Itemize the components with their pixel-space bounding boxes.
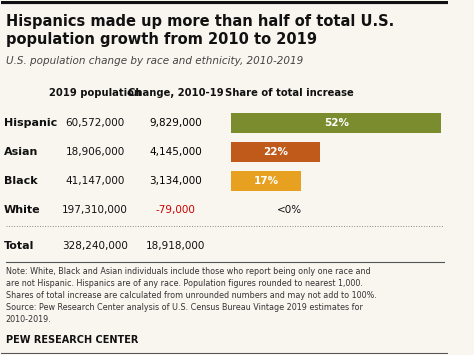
Text: White: White bbox=[4, 205, 40, 215]
FancyBboxPatch shape bbox=[231, 142, 319, 162]
Text: 197,310,000: 197,310,000 bbox=[62, 205, 128, 215]
Text: 9,829,000: 9,829,000 bbox=[149, 118, 202, 128]
Text: 60,572,000: 60,572,000 bbox=[65, 118, 125, 128]
Text: PEW RESEARCH CENTER: PEW RESEARCH CENTER bbox=[6, 335, 138, 345]
Text: Total: Total bbox=[4, 241, 34, 251]
Text: 3,134,000: 3,134,000 bbox=[149, 176, 202, 186]
Text: Asian: Asian bbox=[4, 147, 38, 157]
Text: 17%: 17% bbox=[254, 176, 279, 186]
Text: Black: Black bbox=[4, 176, 37, 186]
Text: U.S. population change by race and ethnicity, 2010-2019: U.S. population change by race and ethni… bbox=[6, 56, 303, 66]
Text: Note: White, Black and Asian individuals include those who report being only one: Note: White, Black and Asian individuals… bbox=[6, 267, 377, 323]
FancyBboxPatch shape bbox=[231, 171, 301, 191]
Text: 41,147,000: 41,147,000 bbox=[65, 176, 125, 186]
Text: 22%: 22% bbox=[263, 147, 288, 157]
Text: 328,240,000: 328,240,000 bbox=[62, 241, 128, 251]
FancyBboxPatch shape bbox=[231, 113, 441, 133]
Text: <0%: <0% bbox=[277, 205, 302, 215]
Text: Hispanic: Hispanic bbox=[4, 118, 57, 128]
Text: 4,145,000: 4,145,000 bbox=[149, 147, 202, 157]
Text: Change, 2010-19: Change, 2010-19 bbox=[128, 88, 223, 98]
Text: 2019 population: 2019 population bbox=[49, 88, 141, 98]
Text: 18,906,000: 18,906,000 bbox=[65, 147, 125, 157]
Text: 18,918,000: 18,918,000 bbox=[146, 241, 205, 251]
Text: 52%: 52% bbox=[324, 118, 349, 128]
Text: Hispanics made up more than half of total U.S.
population growth from 2010 to 20: Hispanics made up more than half of tota… bbox=[6, 14, 394, 47]
Text: Share of total increase: Share of total increase bbox=[225, 88, 354, 98]
Text: -79,000: -79,000 bbox=[155, 205, 195, 215]
